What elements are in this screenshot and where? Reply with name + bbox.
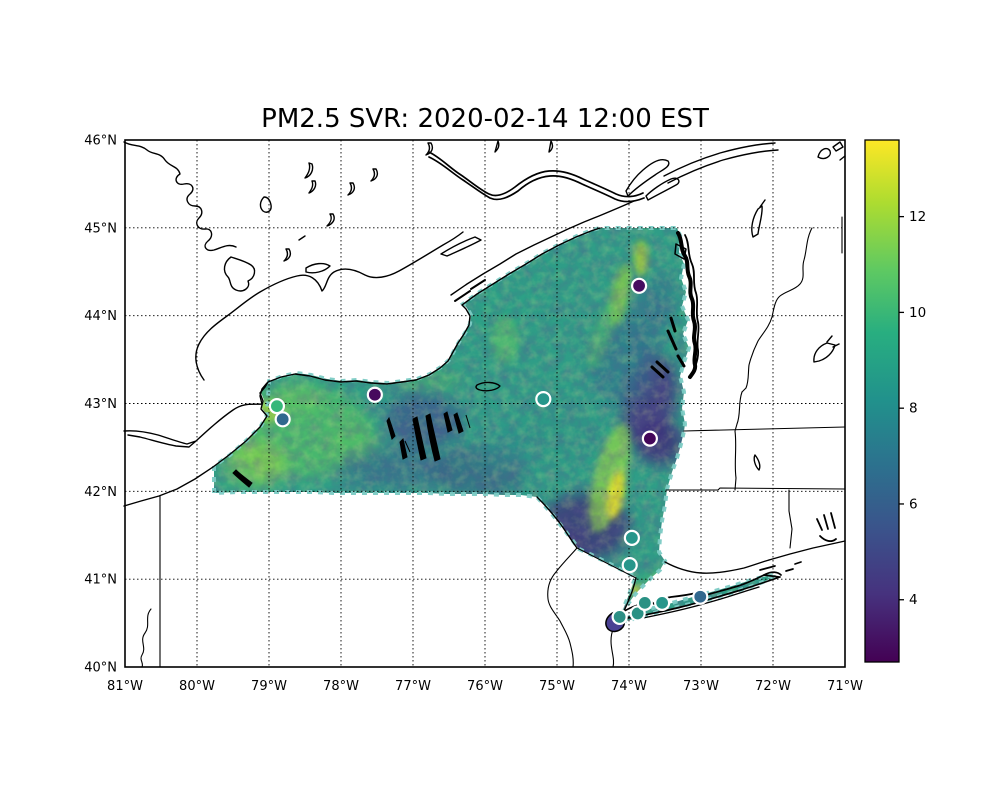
x-tick-label: 76°W [467,679,503,694]
lake-ontario-north-shore [195,231,464,381]
colorbar: 12 10 8 6 4 [864,139,926,663]
wolfe-island-outline [440,236,482,257]
y-tick-label: 46°N [84,134,117,149]
x-tick-label: 81°W [107,679,143,694]
ma-ct-border [665,487,846,491]
colorbar-tick-label: 6 [909,496,918,512]
colorbar-tick-label: 12 [909,209,926,225]
vt-ma-border [683,426,846,432]
skaneateles-lake [453,412,464,434]
top-right-islands [817,141,846,161]
x-tick-label: 74°W [611,679,647,694]
chautauqua-lake [232,469,253,488]
lake-memphremagog [751,199,766,238]
seneca-lake [412,416,427,461]
us-erie-ontario-shoreline [123,227,601,507]
owasco-lake [443,411,453,433]
prince-edward-island-sliver [305,262,331,274]
colorbar-gradient [865,140,899,662]
station-scatter-layer [268,277,709,626]
long-island-south-shore [621,576,781,620]
ottawa-river-north-bank [428,151,644,198]
montreal-island-outlines [625,159,680,201]
connecticut-river-upper [741,227,813,393]
station-dot [623,529,640,546]
station-dot [268,398,286,415]
lake-winnipesaukee [813,335,840,363]
long-island-forks-islands [759,561,802,578]
allegheny-river [140,608,152,668]
colorbar-frame [864,139,900,663]
keuka-lake [399,438,411,460]
chart-title: PM2.5 SVR: 2020-02-14 12:00 EST [261,104,709,134]
y-tick-label: 43°N [84,397,117,412]
lake-champlain-bulge [674,243,687,260]
x-tick-label: 77°W [395,679,431,694]
adirondack-lakes [650,316,686,379]
x-tick-label: 79°W [251,679,287,694]
canandaigua-lake [386,416,396,440]
station-dot [535,391,552,408]
station-dot [611,608,628,626]
station-dot [274,411,291,428]
delaware-river-south [547,547,578,668]
otisco-lake [465,414,471,429]
southern-new-england-coast [768,540,846,561]
colorbar-tick-label: 8 [909,401,918,417]
canada-northwest-shoreline [123,141,237,252]
st-lawrence-northeast [663,142,779,184]
y-tick-label: 41°N [84,573,117,588]
colorbar-tick-label: 10 [909,305,926,321]
y-tick-label: 40°N [84,661,117,676]
finger-lakes [232,411,471,488]
station-dot [641,430,658,447]
lake-champlain-east-arm [684,234,700,376]
cayuga-lake [425,413,441,462]
station-dot [692,588,709,605]
ri-borders [788,489,793,549]
station-dot [630,277,648,294]
y-tick-label: 45°N [84,221,117,236]
x-tick-label: 80°W [179,679,215,694]
canada-erie-shoreline [123,382,268,448]
station-dot [366,386,383,403]
colorbar-tick-label: 4 [909,592,918,608]
x-tick-label: 78°W [323,679,359,694]
x-tick-label: 72°W [755,679,791,694]
canada-small-lakes [259,140,554,262]
ottawa-river-south-bank [428,156,645,203]
lake-simcoe-outline [223,256,256,292]
x-tick-label: 71°W [827,679,863,694]
station-dot [636,594,653,611]
connecticut-coast [664,559,770,574]
st-lawrence-islands [454,279,486,302]
x-axis-tick-labels: 81°W 80°W 79°W 78°W 77°W 76°W 75°W 74°W 73°W 72°W… [107,679,863,694]
ny-nj-border [576,547,637,579]
plot-frame [124,139,846,668]
geography-lines [123,140,846,668]
y-tick-label: 44°N [84,309,117,324]
narragansett-bay [816,512,837,543]
connecticut-river-lower [734,391,743,491]
station-dot [621,557,638,574]
x-tick-label: 73°W [683,679,719,694]
station-dot [654,594,671,611]
oneida-lake-outline [475,381,501,392]
delaware-river-ny-border [536,496,578,549]
x-tick-label: 75°W [539,679,575,694]
y-tick-label: 42°N [84,485,117,500]
quabbin-reservoir [753,454,761,471]
lake-champlain-main [676,231,698,379]
colorbar-ticks: 12 10 8 6 4 [899,209,926,608]
st-lawrence-canada-bank [450,200,635,296]
y-axis-tick-labels: 46°N 45°N 44°N 43°N 42°N 41°N 40°N [84,134,117,676]
